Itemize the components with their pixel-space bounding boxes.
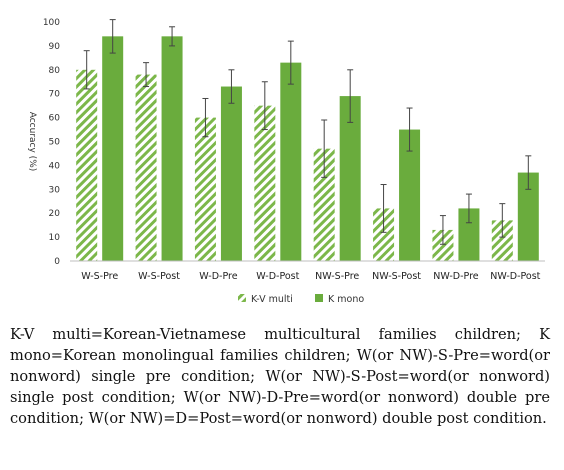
bar-k-mono-w-d-pre bbox=[220, 86, 242, 261]
error-bar bbox=[109, 19, 116, 54]
y-tick-label: 70 bbox=[49, 90, 61, 100]
bar-kv-multi-w-s-post bbox=[135, 74, 157, 261]
y-axis-ticks: 0 10 20 30 40 50 60 70 80 90 100 bbox=[43, 18, 60, 267]
legend: K-V multi K mono bbox=[238, 294, 364, 305]
bar-kv-multi-nw-s-pre bbox=[313, 148, 335, 261]
error-bar bbox=[202, 97, 209, 138]
y-axis-title: Accuracy (%) bbox=[27, 112, 37, 172]
bar-kv-multi-nw-d-post bbox=[491, 220, 513, 261]
category-label: NW-S-Pre bbox=[315, 271, 359, 282]
error-bar bbox=[525, 155, 532, 190]
error-bar bbox=[143, 62, 150, 88]
chart-area: 0 10 20 30 40 50 60 70 80 90 100 W-S-Pre W-S-Post W-… bbox=[27, 18, 545, 305]
error-bar bbox=[287, 40, 294, 85]
bar-k-mono-nw-s-post bbox=[399, 129, 421, 261]
category-label: W-D-Post bbox=[256, 271, 299, 282]
error-bar bbox=[347, 69, 354, 123]
bar-kv-multi-w-d-post bbox=[254, 105, 276, 262]
figure-caption: K-V multi=Korean-Vietnamese multicultura… bbox=[10, 326, 550, 427]
bar-k-mono-nw-d-post bbox=[517, 172, 539, 261]
error-bars bbox=[83, 19, 532, 245]
error-bar bbox=[380, 184, 387, 233]
legend-item: K-V multi bbox=[238, 294, 293, 305]
error-bar bbox=[261, 81, 268, 131]
bar-k-mono-w-d-post bbox=[280, 62, 302, 261]
bar-kv-multi-w-s-pre bbox=[76, 69, 98, 261]
bar-k-mono-nw-s-pre bbox=[339, 96, 361, 261]
y-tick-label: 30 bbox=[49, 185, 61, 195]
y-tick-label: 50 bbox=[49, 138, 61, 148]
category-label: W-S-Pre bbox=[81, 271, 118, 282]
bar-kv-multi-w-d-pre bbox=[194, 117, 216, 261]
y-tick-label: 40 bbox=[49, 161, 61, 171]
error-bar bbox=[499, 203, 506, 238]
y-tick-label: 20 bbox=[49, 209, 61, 219]
bar-k-mono-w-s-pre bbox=[102, 36, 124, 262]
legend-item: K mono bbox=[315, 294, 364, 305]
category-label: NW-D-Post bbox=[490, 271, 540, 282]
bar-kv-multi-nw-s-post bbox=[373, 208, 395, 261]
y-tick-label: 60 bbox=[49, 114, 61, 124]
legend-swatch bbox=[315, 294, 323, 302]
y-tick-label: 80 bbox=[49, 66, 61, 76]
bar-k-mono-nw-d-pre bbox=[458, 208, 480, 261]
legend-label: K mono bbox=[328, 294, 364, 305]
y-tick-label: 10 bbox=[49, 233, 61, 243]
category-label: W-D-Pre bbox=[199, 271, 237, 282]
error-bar bbox=[83, 50, 90, 90]
bars bbox=[76, 36, 539, 262]
y-tick-label: 90 bbox=[49, 42, 61, 52]
legend-swatch bbox=[238, 294, 246, 302]
y-tick-label: 100 bbox=[43, 18, 60, 28]
legend-label: K-V multi bbox=[251, 294, 293, 305]
error-bar bbox=[321, 119, 328, 178]
bar-k-mono-w-s-post bbox=[161, 36, 183, 262]
error-bar bbox=[465, 193, 472, 224]
error-bar bbox=[406, 107, 413, 152]
error-bar bbox=[228, 69, 235, 104]
category-label: NW-S-Post bbox=[372, 271, 421, 282]
category-label: NW-D-Pre bbox=[433, 271, 479, 282]
category-label: W-S-Post bbox=[138, 271, 180, 282]
category-labels: W-S-Pre W-S-Post W-D-Pre W-D-Post NW-S-Pre NW… bbox=[81, 271, 540, 282]
bar-kv-multi-nw-d-pre bbox=[432, 229, 454, 261]
y-tick-label: 0 bbox=[54, 257, 60, 267]
error-bar bbox=[439, 215, 446, 245]
error-bar bbox=[169, 26, 176, 47]
